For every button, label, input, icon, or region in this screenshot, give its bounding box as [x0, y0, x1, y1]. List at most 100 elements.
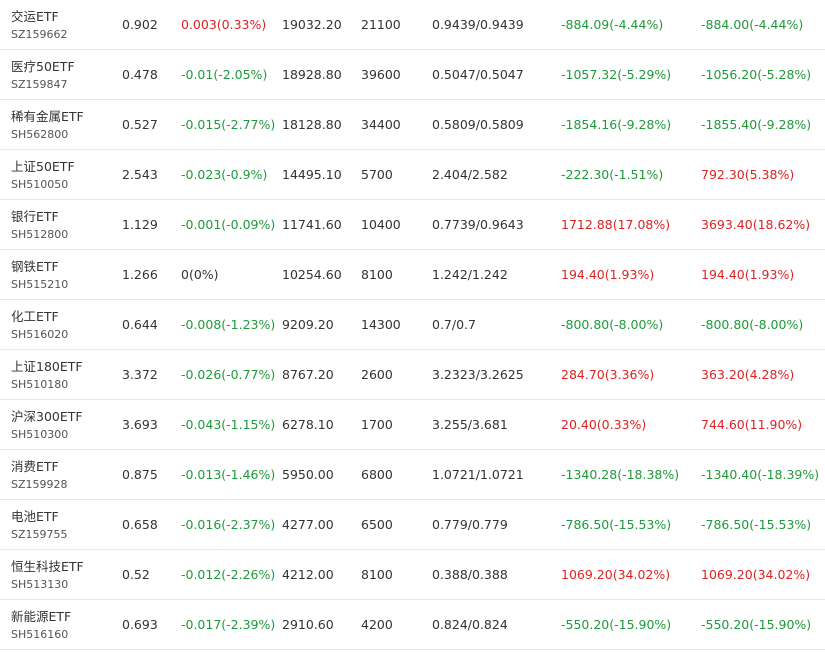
- fund-name[interactable]: 交运ETF: [11, 8, 59, 24]
- table-row[interactable]: 恒生科技ETF SH513130 0.52 -0.012(-2.26%) 4212.00…: [0, 550, 825, 600]
- fund-code: SH510180: [11, 377, 69, 391]
- table-row[interactable]: 化工ETF SH516020 0.644 -0.008(-1.23%) 9209.20 1…: [0, 300, 825, 350]
- cost-price-cell: 0.7/0.7: [432, 317, 476, 332]
- profit-loss-cell: -222.30(-1.51%): [561, 167, 664, 182]
- fund-name[interactable]: 上证50ETF: [11, 158, 75, 174]
- table-row[interactable]: 沪深300ETF SH510300 3.693 -0.043(-1.15%) 6278.…: [0, 400, 825, 450]
- fund-name[interactable]: 医疗50ETF: [11, 58, 75, 74]
- fund-name-cell[interactable]: 沪深300ETF SH510300: [11, 400, 83, 449]
- profit-loss-cell: -800.80(-8.00%): [561, 317, 664, 332]
- price-cell: 0.658: [122, 517, 158, 532]
- fund-code: SZ159847: [11, 77, 68, 91]
- fund-name-cell[interactable]: 上证50ETF SH510050: [11, 150, 75, 199]
- quantity-cell: 5700: [361, 167, 393, 182]
- change-cell: -0.017(-2.39%): [181, 617, 276, 632]
- cost-price-cell: 1.0721/1.0721: [432, 467, 524, 482]
- table-row[interactable]: 新能源ETF SH516160 0.693 -0.017(-2.39%) 2910.60…: [0, 600, 825, 650]
- quantity-cell: 14300: [361, 317, 401, 332]
- change-cell: -0.01(-2.05%): [181, 67, 268, 82]
- market-value-cell: 19032.20: [282, 17, 342, 32]
- profit-loss-cell: -884.09(-4.44%): [561, 17, 664, 32]
- profit-loss-cell: 20.40(0.33%): [561, 417, 647, 432]
- total-profit-loss-cell: -884.00(-4.44%): [701, 17, 804, 32]
- total-profit-loss-cell: -1855.40(-9.28%): [701, 117, 812, 132]
- fund-code: SZ159662: [11, 27, 68, 41]
- profit-loss-cell: -550.20(-15.90%): [561, 617, 672, 632]
- change-cell: -0.023(-0.9%): [181, 167, 268, 182]
- fund-name-cell[interactable]: 稀有金属ETF SH562800: [11, 100, 84, 149]
- fund-code: SH512800: [11, 227, 69, 241]
- fund-name[interactable]: 银行ETF: [11, 208, 59, 224]
- fund-name-cell[interactable]: 化工ETF SH516020: [11, 300, 68, 349]
- price-cell: 0.902: [122, 17, 158, 32]
- total-profit-loss-cell: 194.40(1.93%): [701, 267, 795, 282]
- fund-code: SH513130: [11, 577, 69, 591]
- price-cell: 0.478: [122, 67, 158, 82]
- profit-loss-cell: -1340.28(-18.38%): [561, 467, 680, 482]
- fund-name-cell[interactable]: 上证180ETF SH510180: [11, 350, 83, 399]
- table-row[interactable]: 钢铁ETF SH515210 1.266 0(0%) 10254.60 8100 1.242…: [0, 250, 825, 300]
- cost-price-cell: 3.2323/3.2625: [432, 367, 524, 382]
- price-cell: 3.372: [122, 367, 158, 382]
- cost-price-cell: 1.242/1.242: [432, 267, 508, 282]
- table-row[interactable]: 交运ETF SZ159662 0.902 0.003(0.33%) 19032.20 21…: [0, 0, 825, 50]
- total-profit-loss-cell: 744.60(11.90%): [701, 417, 803, 432]
- fund-name[interactable]: 上证180ETF: [11, 358, 83, 374]
- change-cell: -0.001(-0.09%): [181, 217, 276, 232]
- market-value-cell: 2910.60: [282, 617, 334, 632]
- quantity-cell: 39600: [361, 67, 401, 82]
- market-value-cell: 11741.60: [282, 217, 342, 232]
- fund-name[interactable]: 恒生科技ETF: [11, 558, 84, 574]
- fund-name[interactable]: 新能源ETF: [11, 608, 72, 624]
- fund-name[interactable]: 稀有金属ETF: [11, 108, 84, 124]
- table-row[interactable]: 消费ETF SZ159928 0.875 -0.013(-1.46%) 5950.00 6…: [0, 450, 825, 500]
- profit-loss-cell: -1057.32(-5.29%): [561, 67, 672, 82]
- price-cell: 0.875: [122, 467, 158, 482]
- fund-name[interactable]: 消费ETF: [11, 458, 59, 474]
- quantity-cell: 1700: [361, 417, 393, 432]
- cost-price-cell: 2.404/2.582: [432, 167, 508, 182]
- cost-price-cell: 0.779/0.779: [432, 517, 508, 532]
- market-value-cell: 8767.20: [282, 367, 334, 382]
- fund-code: SH510050: [11, 177, 69, 191]
- fund-name-cell[interactable]: 恒生科技ETF SH513130: [11, 550, 84, 599]
- fund-name[interactable]: 沪深300ETF: [11, 408, 83, 424]
- total-profit-loss-cell: -1056.20(-5.28%): [701, 67, 812, 82]
- total-profit-loss-cell: -1340.40(-18.39%): [701, 467, 820, 482]
- fund-code: SH516160: [11, 627, 69, 641]
- fund-name-cell[interactable]: 医疗50ETF SZ159847: [11, 50, 75, 99]
- fund-name-cell[interactable]: 新能源ETF SH516160: [11, 600, 71, 649]
- fund-name-cell[interactable]: 电池ETF SZ159755: [11, 500, 68, 549]
- fund-name-cell[interactable]: 交运ETF SZ159662: [11, 0, 68, 49]
- change-cell: -0.016(-2.37%): [181, 517, 276, 532]
- fund-name-cell[interactable]: 消费ETF SZ159928: [11, 450, 68, 499]
- table-row[interactable]: 电池ETF SZ159755 0.658 -0.016(-2.37%) 4277.00 6…: [0, 500, 825, 550]
- total-profit-loss-cell: -786.50(-15.53%): [701, 517, 812, 532]
- fund-code: SZ159755: [11, 527, 68, 541]
- quantity-cell: 34400: [361, 117, 401, 132]
- fund-code: SH510300: [11, 427, 69, 441]
- fund-name-cell[interactable]: 钢铁ETF SH515210: [11, 250, 68, 299]
- fund-name[interactable]: 电池ETF: [11, 508, 59, 524]
- market-value-cell: 18128.80: [282, 117, 342, 132]
- total-profit-loss-cell: -800.80(-8.00%): [701, 317, 804, 332]
- change-cell: 0.003(0.33%): [181, 17, 267, 32]
- table-row[interactable]: 上证180ETF SH510180 3.372 -0.026(-0.77%) 8767.…: [0, 350, 825, 400]
- fund-name[interactable]: 钢铁ETF: [11, 258, 59, 274]
- fund-name[interactable]: 化工ETF: [11, 308, 59, 324]
- market-value-cell: 10254.60: [282, 267, 342, 282]
- market-value-cell: 4277.00: [282, 517, 334, 532]
- price-cell: 2.543: [122, 167, 158, 182]
- quantity-cell: 10400: [361, 217, 401, 232]
- table-row[interactable]: 医疗50ETF SZ159847 0.478 -0.01(-2.05%) 18928.8…: [0, 50, 825, 100]
- table-row[interactable]: 稀有金属ETF SH562800 0.527 -0.015(-2.77%) 18128.…: [0, 100, 825, 150]
- market-value-cell: 9209.20: [282, 317, 334, 332]
- change-cell: 0(0%): [181, 267, 219, 282]
- price-cell: 1.266: [122, 267, 158, 282]
- fund-name-cell[interactable]: 银行ETF SH512800: [11, 200, 68, 249]
- table-row[interactable]: 银行ETF SH512800 1.129 -0.001(-0.09%) 11741.60…: [0, 200, 825, 250]
- profit-loss-cell: -1854.16(-9.28%): [561, 117, 672, 132]
- table-row[interactable]: 上证50ETF SH510050 2.543 -0.023(-0.9%) 14495.1…: [0, 150, 825, 200]
- change-cell: -0.013(-1.46%): [181, 467, 276, 482]
